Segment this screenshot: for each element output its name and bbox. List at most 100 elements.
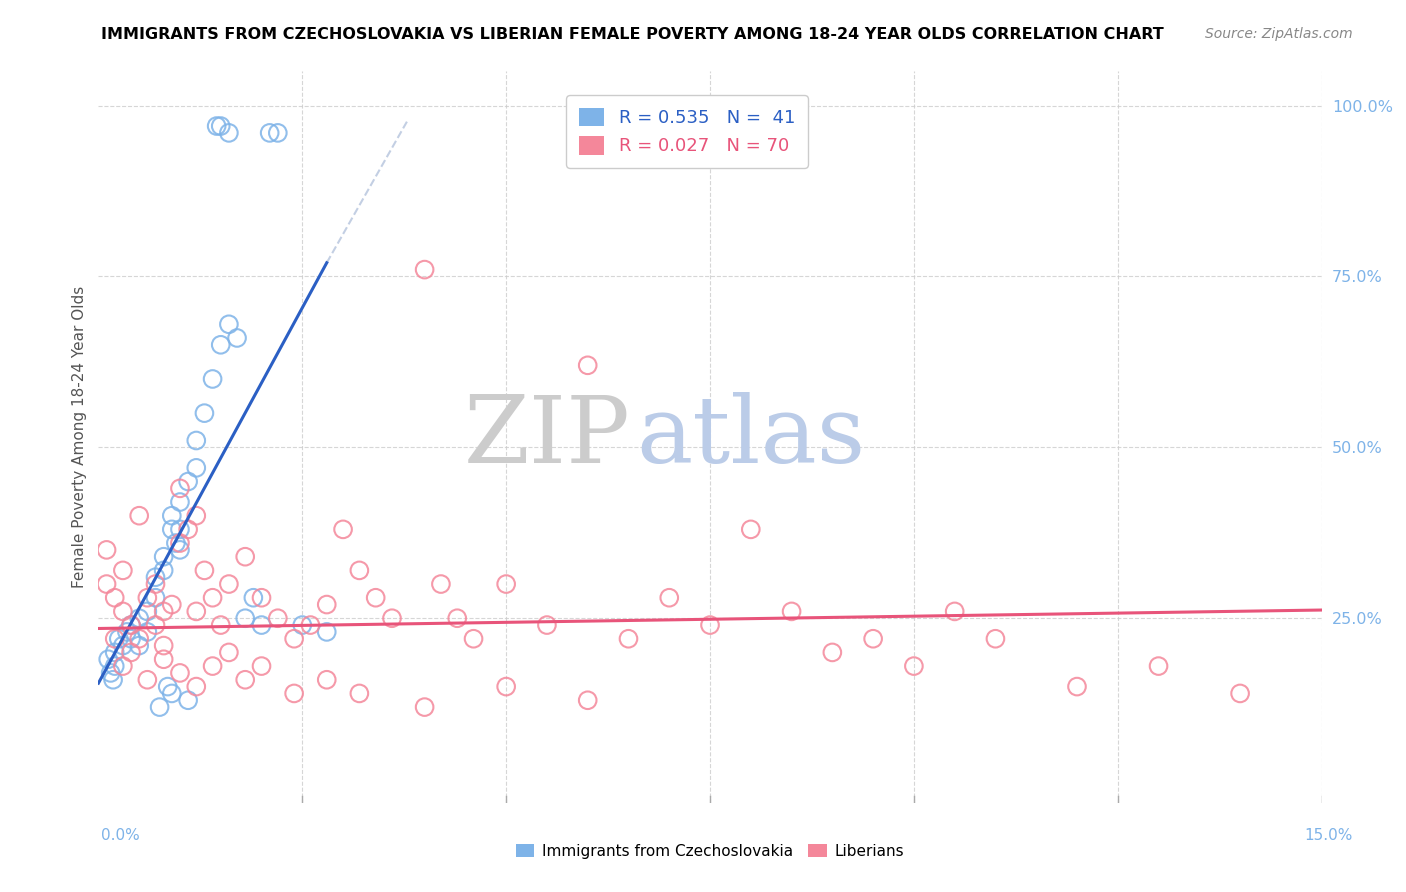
Point — [152, 604, 174, 618]
Point — [177, 693, 200, 707]
Point — [233, 673, 256, 687]
Point — [413, 700, 436, 714]
Point — [128, 508, 150, 523]
Point — [169, 495, 191, 509]
Point — [145, 577, 167, 591]
Point — [349, 686, 371, 700]
Text: IMMIGRANTS FROM CZECHOSLOVAKIA VS LIBERIAN FEMALE POVERTY AMONG 18-24 YEAR OLDS : IMMIGRANTS FROM CZECHOSLOVAKIA VS LIBERI… — [101, 27, 1164, 42]
Point — [160, 686, 183, 700]
Point — [193, 406, 215, 420]
Point — [201, 659, 224, 673]
Point — [242, 591, 264, 605]
Point — [446, 611, 468, 625]
Point — [128, 632, 150, 646]
Point — [218, 126, 240, 140]
Point — [186, 460, 208, 475]
Point — [1229, 686, 1251, 700]
Point — [218, 645, 240, 659]
Point — [259, 126, 281, 140]
Point — [186, 434, 208, 448]
Point — [821, 645, 844, 659]
Point — [152, 563, 174, 577]
Point — [111, 563, 134, 577]
Point — [193, 563, 215, 577]
Point — [169, 542, 191, 557]
Point — [218, 318, 240, 332]
Text: 15.0%: 15.0% — [1305, 828, 1353, 843]
Point — [120, 632, 142, 646]
Point — [160, 598, 183, 612]
Point — [291, 618, 314, 632]
Point — [413, 262, 436, 277]
Point — [576, 359, 599, 373]
Point — [128, 639, 150, 653]
Point — [186, 680, 208, 694]
Point — [201, 591, 224, 605]
Point — [156, 680, 179, 694]
Point — [169, 536, 191, 550]
Point — [283, 686, 305, 700]
Point — [250, 591, 273, 605]
Point — [152, 639, 174, 653]
Point — [160, 508, 183, 523]
Point — [699, 618, 721, 632]
Point — [862, 632, 884, 646]
Point — [108, 632, 131, 646]
Point — [104, 659, 127, 673]
Point — [209, 618, 232, 632]
Point — [218, 577, 240, 591]
Point — [100, 665, 122, 680]
Point — [104, 632, 127, 646]
Point — [97, 652, 120, 666]
Point — [160, 522, 183, 536]
Point — [349, 563, 371, 577]
Point — [315, 624, 337, 639]
Point — [111, 639, 134, 653]
Point — [1066, 680, 1088, 694]
Point — [111, 604, 134, 618]
Point — [186, 508, 208, 523]
Point — [495, 680, 517, 694]
Point — [152, 652, 174, 666]
Point — [177, 475, 200, 489]
Point — [332, 522, 354, 536]
Point — [495, 577, 517, 591]
Point — [315, 673, 337, 687]
Point — [740, 522, 762, 536]
Point — [943, 604, 966, 618]
Point — [250, 618, 273, 632]
Point — [381, 611, 404, 625]
Point — [120, 645, 142, 659]
Point — [780, 604, 803, 618]
Point — [250, 659, 273, 673]
Point — [226, 331, 249, 345]
Point — [658, 591, 681, 605]
Point — [115, 624, 138, 639]
Text: 0.0%: 0.0% — [101, 828, 141, 843]
Point — [267, 611, 290, 625]
Point — [233, 611, 256, 625]
Point — [169, 665, 191, 680]
Point — [169, 481, 191, 495]
Point — [209, 338, 232, 352]
Y-axis label: Female Poverty Among 18-24 Year Olds: Female Poverty Among 18-24 Year Olds — [72, 286, 87, 588]
Point — [104, 645, 127, 659]
Point — [120, 618, 142, 632]
Point — [96, 542, 118, 557]
Point — [299, 618, 322, 632]
Point — [101, 673, 124, 687]
Point — [136, 604, 159, 618]
Text: atlas: atlas — [637, 392, 866, 482]
Point — [315, 598, 337, 612]
Point — [120, 618, 142, 632]
Point — [233, 549, 256, 564]
Point — [136, 673, 159, 687]
Point — [536, 618, 558, 632]
Point — [165, 536, 187, 550]
Point — [96, 577, 118, 591]
Point — [903, 659, 925, 673]
Point — [145, 591, 167, 605]
Point — [152, 549, 174, 564]
Point — [283, 632, 305, 646]
Point — [104, 591, 127, 605]
